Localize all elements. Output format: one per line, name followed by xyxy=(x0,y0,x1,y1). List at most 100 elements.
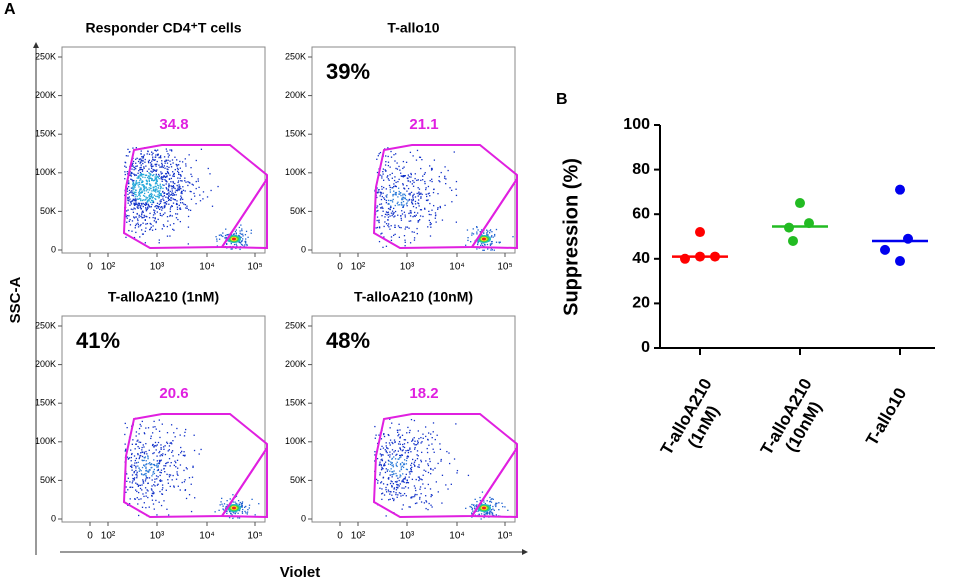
event-dot xyxy=(150,184,152,186)
event-dot xyxy=(428,219,431,222)
event-dot xyxy=(133,236,136,239)
event-dot xyxy=(414,487,416,489)
event-dot xyxy=(160,155,162,157)
event-dot xyxy=(383,464,385,466)
event-dot xyxy=(162,166,164,169)
event-dot xyxy=(170,462,172,464)
event-dot xyxy=(187,215,190,218)
event-dot xyxy=(425,187,427,189)
event-dot xyxy=(382,454,384,456)
event-dot xyxy=(170,166,173,168)
event-dot xyxy=(156,463,158,465)
event-dot xyxy=(476,248,478,250)
event-dot xyxy=(136,157,138,159)
event-dot xyxy=(222,235,224,238)
event-dot xyxy=(152,199,154,202)
event-dot xyxy=(416,232,418,235)
event-dot xyxy=(149,184,151,186)
event-dot xyxy=(410,212,412,214)
event-dot xyxy=(142,162,144,165)
y-tick-label: 100K xyxy=(285,167,306,177)
event-dot xyxy=(403,487,405,489)
event-dot xyxy=(235,511,237,513)
event-dot xyxy=(413,239,416,241)
event-dot xyxy=(169,160,171,162)
event-dot xyxy=(163,184,165,186)
event-dot xyxy=(416,454,418,456)
event-dot xyxy=(493,249,495,251)
event-dot xyxy=(391,210,394,212)
event-dot xyxy=(382,179,385,181)
event-dot xyxy=(395,167,397,170)
event-dot xyxy=(421,193,423,196)
event-dot xyxy=(147,490,149,492)
event-dot xyxy=(410,176,412,178)
event-dot xyxy=(378,219,380,221)
event-dot xyxy=(407,451,410,454)
event-dot xyxy=(382,171,384,173)
event-dot xyxy=(154,218,156,220)
event-dot xyxy=(402,446,404,448)
event-dot xyxy=(379,174,381,176)
event-dot xyxy=(387,199,390,202)
event-dot xyxy=(455,188,457,190)
event-dot xyxy=(139,158,141,161)
event-dot xyxy=(160,186,162,188)
event-dot xyxy=(417,221,419,223)
event-dot xyxy=(403,477,406,480)
event-dot xyxy=(410,172,412,175)
event-dot xyxy=(375,227,377,229)
event-dot xyxy=(136,183,138,185)
event-dot xyxy=(127,477,129,479)
event-dot xyxy=(401,175,404,177)
event-dot xyxy=(400,475,402,477)
event-dot xyxy=(481,244,484,247)
event-dot xyxy=(419,219,421,221)
event-dot xyxy=(411,466,413,468)
event-dot xyxy=(134,459,137,462)
event-dot xyxy=(172,228,174,231)
event-dot xyxy=(390,239,393,242)
event-dot xyxy=(432,422,435,424)
event-dot xyxy=(417,443,419,445)
event-dot xyxy=(180,175,182,177)
event-dot xyxy=(412,198,415,201)
event-dot xyxy=(404,198,407,200)
event-dot xyxy=(490,508,493,511)
event-dot xyxy=(424,182,426,185)
event-dot xyxy=(427,432,430,434)
event-dot xyxy=(396,461,398,463)
event-dot xyxy=(176,473,178,475)
event-dot xyxy=(168,199,170,202)
event-dot xyxy=(434,212,437,214)
event-dot xyxy=(470,506,472,508)
y-tick-label: 150K xyxy=(35,129,56,139)
event-dot xyxy=(393,487,396,489)
event-dot xyxy=(164,445,166,447)
event-dot xyxy=(491,242,493,245)
event-dot xyxy=(134,224,137,227)
event-dot xyxy=(400,456,402,458)
event-dot xyxy=(220,235,223,237)
event-dot xyxy=(210,189,212,192)
event-dot xyxy=(419,215,422,217)
event-dot xyxy=(177,171,180,174)
event-dot xyxy=(394,458,397,460)
event-dot xyxy=(398,178,400,181)
event-dot xyxy=(145,469,148,472)
event-dot xyxy=(185,181,187,183)
event-dot xyxy=(390,480,392,482)
event-dot xyxy=(179,208,181,210)
density-hotspot xyxy=(232,237,236,241)
event-dot xyxy=(155,188,157,190)
event-dot xyxy=(381,175,383,177)
event-dot xyxy=(407,456,410,458)
event-dot xyxy=(155,179,157,182)
event-dot xyxy=(184,190,186,192)
event-dot xyxy=(158,242,160,244)
event-dot xyxy=(401,203,403,206)
event-dot xyxy=(422,437,424,439)
event-dot xyxy=(130,172,132,175)
event-dot xyxy=(445,183,447,185)
